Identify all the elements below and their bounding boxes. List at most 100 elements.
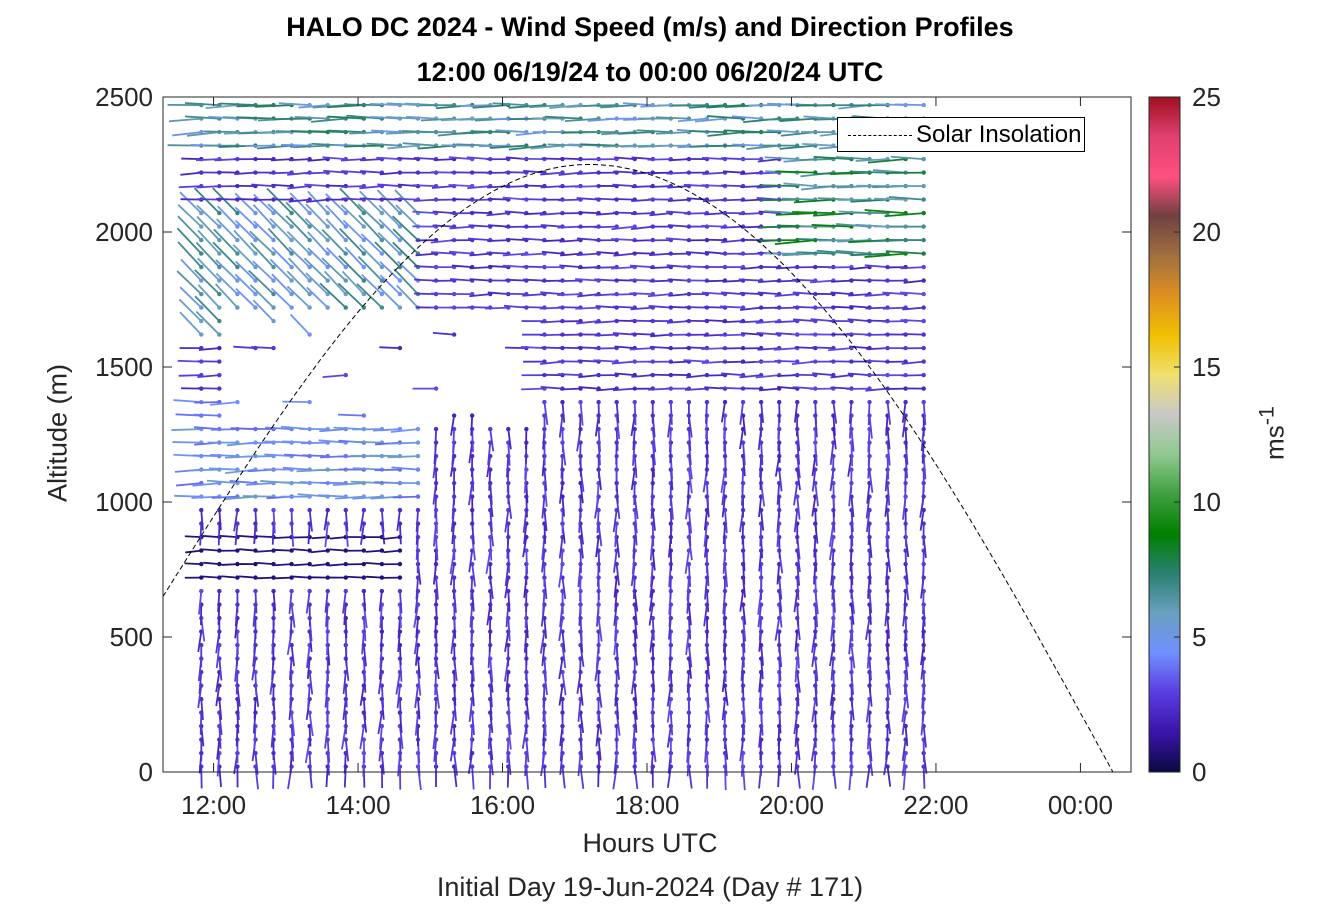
wind-barb [218,658,223,681]
wind-barb [667,415,672,438]
wind-barb [722,320,744,324]
wind-barb-dot [921,183,926,189]
wind-barb [210,401,238,406]
wind-barb [270,287,293,309]
wind-barb [378,204,401,228]
wind-barb [344,685,348,708]
wind-barb [774,617,781,641]
wind-barb [901,698,907,723]
wind-barb [469,293,491,298]
wind-barb [559,264,581,268]
wind-barb [677,117,708,123]
wind-barb [468,442,474,464]
wind-barb [794,631,799,652]
wind-barb [253,523,257,544]
wind-barb [560,387,581,391]
wind-barb [756,331,780,336]
wind-barb-dot [325,237,330,243]
wind-barb-dot [199,291,204,297]
wind-barb-dot [813,750,818,756]
wind-barb [829,442,835,465]
wind-barb [720,469,726,494]
wind-barb [218,766,222,788]
wind-barb [803,115,834,120]
wind-barb [197,387,220,390]
wind-barb [796,496,801,520]
wind-barb [684,550,690,574]
wind-barb [541,496,546,519]
wind-barb [290,604,296,628]
wind-barb [203,130,238,133]
wind-barb [633,739,637,763]
wind-barb-dot [199,305,204,310]
wind-barb [649,279,671,283]
wind-barb [434,699,437,721]
wind-barb [251,658,257,681]
wind-barb [234,192,257,214]
wind-barb [172,441,202,444]
wind-barb-dot [271,251,276,256]
wind-barb-dot [397,224,403,229]
wind-barb [633,631,637,653]
wind-barb [720,291,744,295]
wind-barb [795,699,799,722]
wind-barb [300,441,328,445]
wind-barb [254,766,260,790]
wind-barb [507,726,512,750]
wind-barb [884,496,889,517]
wind-barb-dot [469,413,475,418]
wind-barb-dot [199,588,204,594]
wind-barb-dot [379,237,385,243]
wind-barb [329,548,346,552]
wind-barb [256,144,292,150]
wind-barb [489,658,494,683]
wind-barb [290,510,294,533]
wind-barb [504,509,510,533]
wind-barb-dot [343,561,348,567]
wind-barb [541,157,563,160]
wind-barb [543,712,547,737]
x-tick-label: 16:00 [470,790,535,820]
wind-barb-dot [397,237,403,243]
wind-barb-dot [379,291,385,297]
wind-barb [740,266,762,270]
wind-barb [218,699,223,720]
wind-barb [796,739,801,761]
wind-barb [867,523,871,546]
wind-barb-dot [307,305,312,310]
wind-barb [387,144,419,150]
wind-barb [221,575,238,579]
wind-barb [246,441,274,445]
wind-barb-dot [307,291,312,297]
wind-barb [292,575,310,579]
wind-barb [379,261,401,282]
wind-barb [358,214,383,241]
wind-barb [811,698,817,723]
wind-barb [236,685,241,707]
wind-barb [252,299,275,322]
wind-barb [254,753,259,775]
wind-barb [632,537,636,559]
wind-barb [837,239,870,243]
wind-barb [847,318,870,322]
wind-barb [522,536,528,558]
y-tick-label: 2000 [95,217,153,247]
wind-barb [541,645,546,667]
wind-barb-dot [235,264,240,270]
wind-barb [792,211,834,214]
wind-barb [886,510,890,532]
wind-barb-dot [361,264,367,270]
wind-barb [199,523,203,546]
wind-barb [901,360,924,365]
wind-barb [369,102,400,106]
wind-barb [197,685,203,708]
wind-barb [703,523,708,547]
wind-barb [835,223,870,228]
wind-barb [269,258,293,282]
wind-barb [864,359,888,363]
wind-barb [890,155,924,160]
wind-barb [688,645,693,668]
wind-barb [615,402,620,424]
wind-barb [688,618,692,640]
wind-barb [560,456,564,479]
